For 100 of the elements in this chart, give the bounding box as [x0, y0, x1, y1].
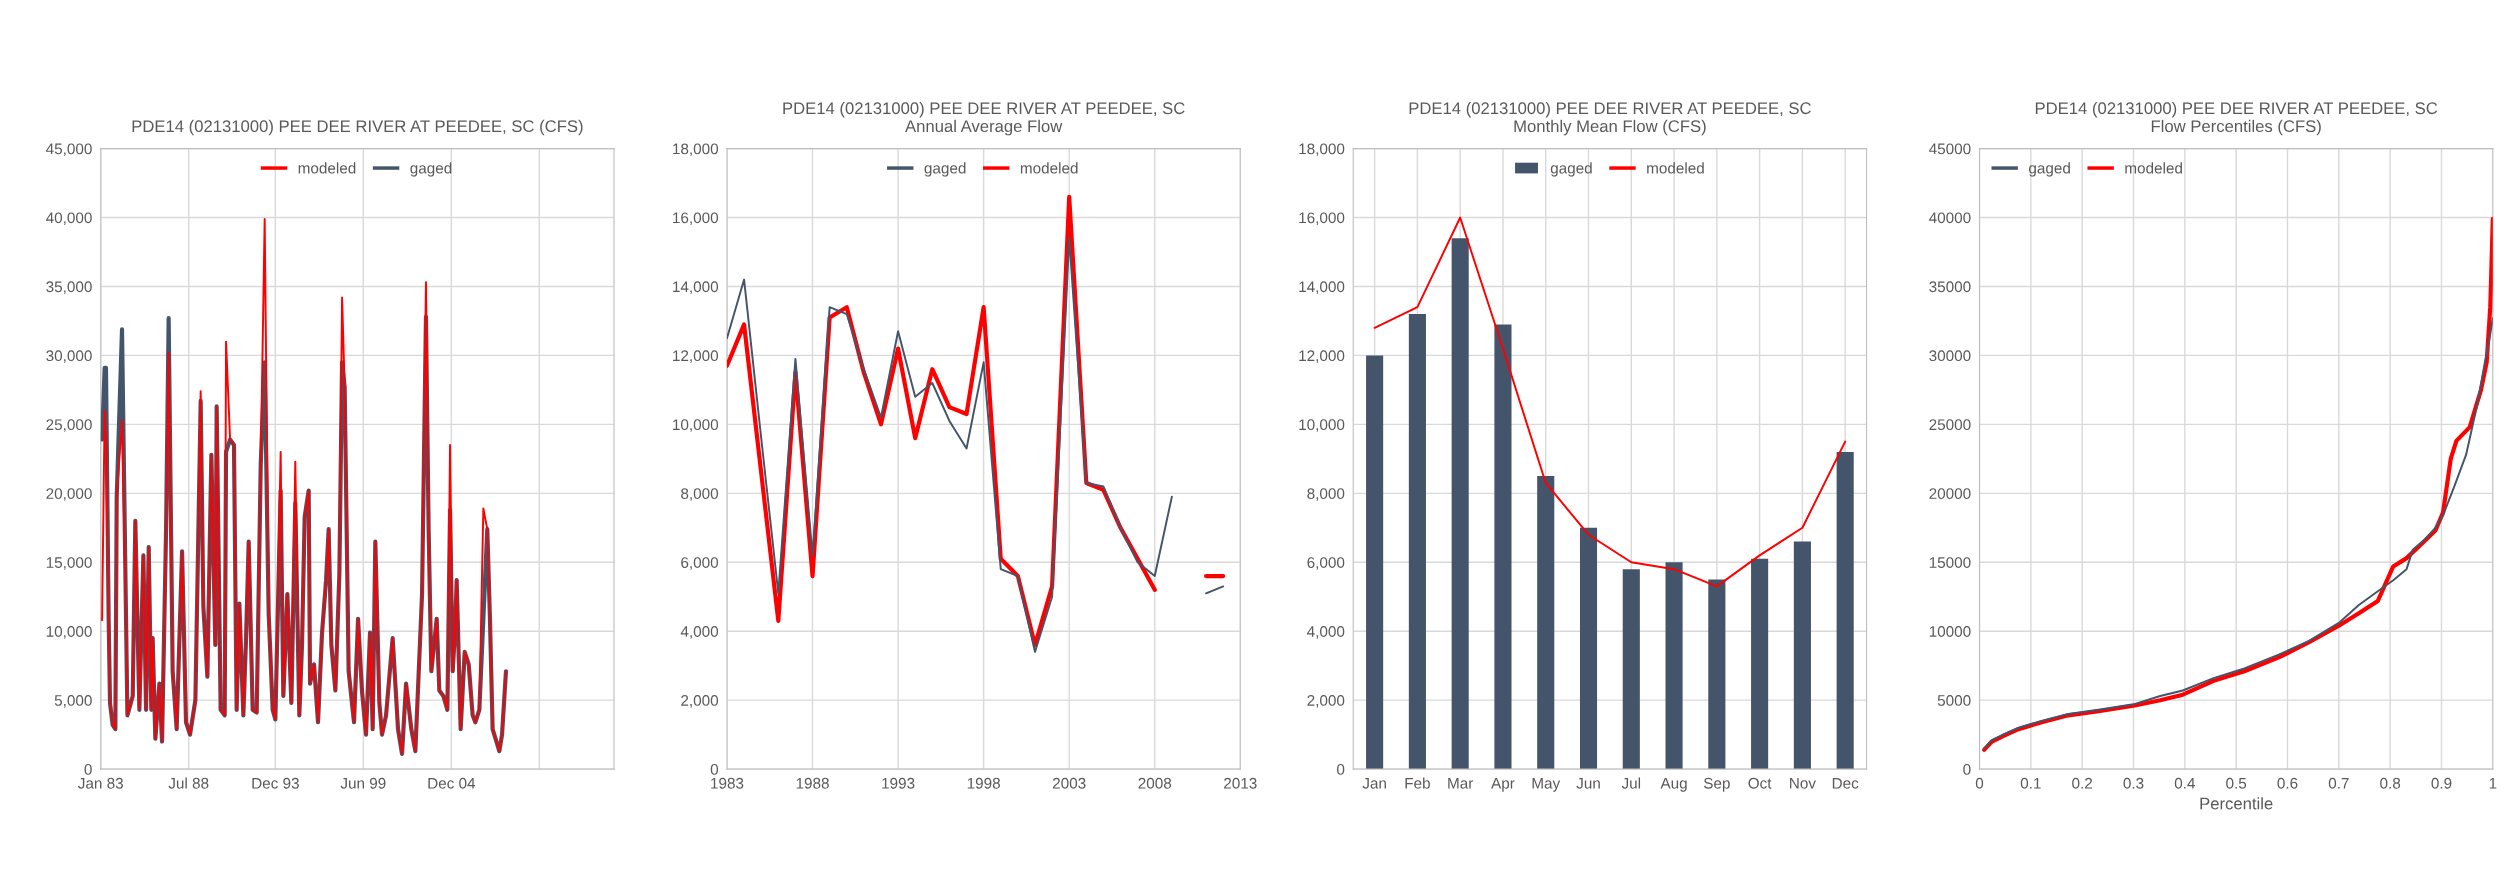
legend-label: gaged [1550, 162, 1592, 177]
x-tick-label: Aug [1660, 778, 1687, 792]
y-tick-label: 35,000 [46, 281, 92, 294]
y-tick-label: 45000 [1929, 143, 1971, 155]
y-tick-label: 35000 [1929, 281, 1971, 293]
y-tick-label: 4,000 [1307, 626, 1345, 639]
y-tick-label: 40,000 [46, 212, 92, 226]
bar [1836, 451, 1854, 770]
y-tick-label: 16,000 [673, 212, 719, 226]
y-tick-label: 8,000 [1307, 488, 1345, 501]
bar [1665, 562, 1683, 770]
line-series [1983, 317, 2493, 750]
x-tick-label: Mar [1448, 778, 1474, 789]
x-tick-label: Jul 88 [168, 777, 209, 789]
chart-subtitle: Annual Average Flow [905, 119, 1063, 136]
x-tick-label: May [1532, 778, 1561, 792]
y-tick-label: 30,000 [46, 350, 92, 363]
x-tick-label: 1998 [967, 777, 1000, 789]
y-tick-label: 10000 [1929, 626, 1971, 637]
y-tick-label: 14,000 [1299, 281, 1345, 294]
x-tick-label: Dec [1832, 778, 1859, 789]
line-series [101, 217, 507, 755]
y-tick-label: 0 [1337, 763, 1345, 775]
y-tick-label: 45,000 [46, 143, 92, 157]
x-tick-label: 2003 [1052, 777, 1086, 789]
y-tick-label: 10,000 [1299, 419, 1345, 432]
chart-title: PDE14 (02131000) PEE DEE RIVER AT PEEDEE, SC [783, 101, 1185, 118]
legend-label: gaged [2029, 162, 2070, 177]
y-tick-label: 2,000 [1307, 695, 1345, 708]
bar [1708, 579, 1726, 770]
y-tick-label: 20,000 [46, 488, 92, 501]
x-tick-label: Nov [1790, 778, 1816, 789]
x-tick-label: 0.4 [2174, 777, 2195, 789]
y-tick-label: 14,000 [673, 281, 719, 294]
x-tick-label: Sep [1703, 777, 1730, 792]
x-tick-label: 0.6 [2277, 777, 2298, 789]
bar [1366, 355, 1384, 770]
bar [1622, 569, 1640, 770]
y-tick-label: 0 [710, 763, 719, 775]
x-tick-label: Feb [1405, 777, 1430, 789]
x-tick-label: Jun [1576, 778, 1600, 789]
legend-label: modeled [2125, 162, 2182, 174]
y-tick-label: 5000 [1937, 695, 1971, 706]
x-tick-label: 0.9 [2431, 777, 2452, 789]
y-tick-label: 6,000 [1307, 557, 1345, 570]
x-tick-label: 0.2 [2072, 777, 2093, 789]
chart-subtitle: Flow Percentiles (CFS) [2151, 119, 2321, 136]
x-tick-label: 2008 [1138, 777, 1172, 789]
chart-title: PDE14 (02131000) PEE DEE RIVER AT PEEDEE, SC [2035, 101, 2438, 118]
chart-title: PDE14 (02131000) PEE DEE RIVER AT PEEDEE, SC [1409, 101, 1811, 118]
y-tick-label: 5,000 [54, 695, 92, 708]
x-tick-label: 1988 [796, 777, 829, 789]
legend-label: modeled [298, 162, 356, 174]
y-tick-label: 6,000 [681, 557, 719, 570]
x-axis-title: Percentile [2200, 797, 2273, 810]
line-series [1982, 216, 2493, 752]
y-tick-label: 18,000 [1299, 143, 1345, 157]
line-series [1373, 216, 1847, 588]
y-tick-label: 12,000 [1299, 350, 1345, 363]
bar [1537, 476, 1555, 770]
y-tick-label: 15,000 [46, 557, 92, 570]
x-tick-label: Jan [1362, 778, 1386, 789]
chart-title: PDE14 (02131000) PEE DEE RIVER AT PEEDEE, SC (CFS) [132, 119, 583, 136]
y-tick-label: 40000 [1929, 212, 1971, 224]
legend-label: modeled [1647, 162, 1704, 174]
x-tick-label: 1993 [882, 777, 915, 789]
x-tick-label: Dec 93 [252, 777, 299, 789]
chart-subtitle: Monthly Mean Flow (CFS) [1514, 119, 1706, 136]
y-tick-label: 0 [84, 763, 92, 775]
bar [1751, 558, 1769, 770]
y-tick-label: 12,000 [673, 350, 719, 363]
bar [1793, 541, 1811, 770]
x-tick-label: 1983 [711, 777, 744, 789]
x-tick-label: Dec 04 [428, 777, 476, 789]
x-tick-label: Apr [1491, 778, 1515, 792]
x-tick-label: 0.7 [2328, 777, 2349, 789]
x-tick-label: 2013 [1224, 777, 1257, 789]
y-tick-label: 8,000 [681, 488, 719, 501]
y-tick-label: 4,000 [680, 626, 719, 639]
bar [1408, 314, 1426, 770]
x-tick-label: 0.8 [2380, 777, 2401, 789]
y-tick-label: 30000 [1929, 350, 1971, 362]
legend-label: modeled [1020, 162, 1078, 174]
x-tick-label: 0.1 [2020, 777, 2041, 789]
y-tick-label: 15000 [1929, 557, 1971, 568]
x-tick-label: 0 [1975, 777, 1984, 789]
legend-label: gaged [410, 162, 452, 177]
y-tick-label: 2,000 [681, 695, 719, 708]
x-tick-label: 0.5 [2226, 777, 2247, 789]
x-tick-label: 0.3 [2123, 777, 2144, 789]
bar [1494, 324, 1512, 770]
y-tick-label: 25,000 [46, 419, 92, 432]
bar [1579, 527, 1598, 770]
y-tick-label: 16,000 [1299, 212, 1345, 226]
bar [1451, 238, 1469, 770]
y-tick-label: 0 [1963, 763, 1971, 775]
y-tick-label: 25000 [1929, 419, 1971, 431]
x-tick-label: Jun 99 [340, 777, 386, 789]
x-tick-label: 1 [2489, 778, 2497, 789]
x-tick-label: Jan 83 [78, 777, 123, 789]
